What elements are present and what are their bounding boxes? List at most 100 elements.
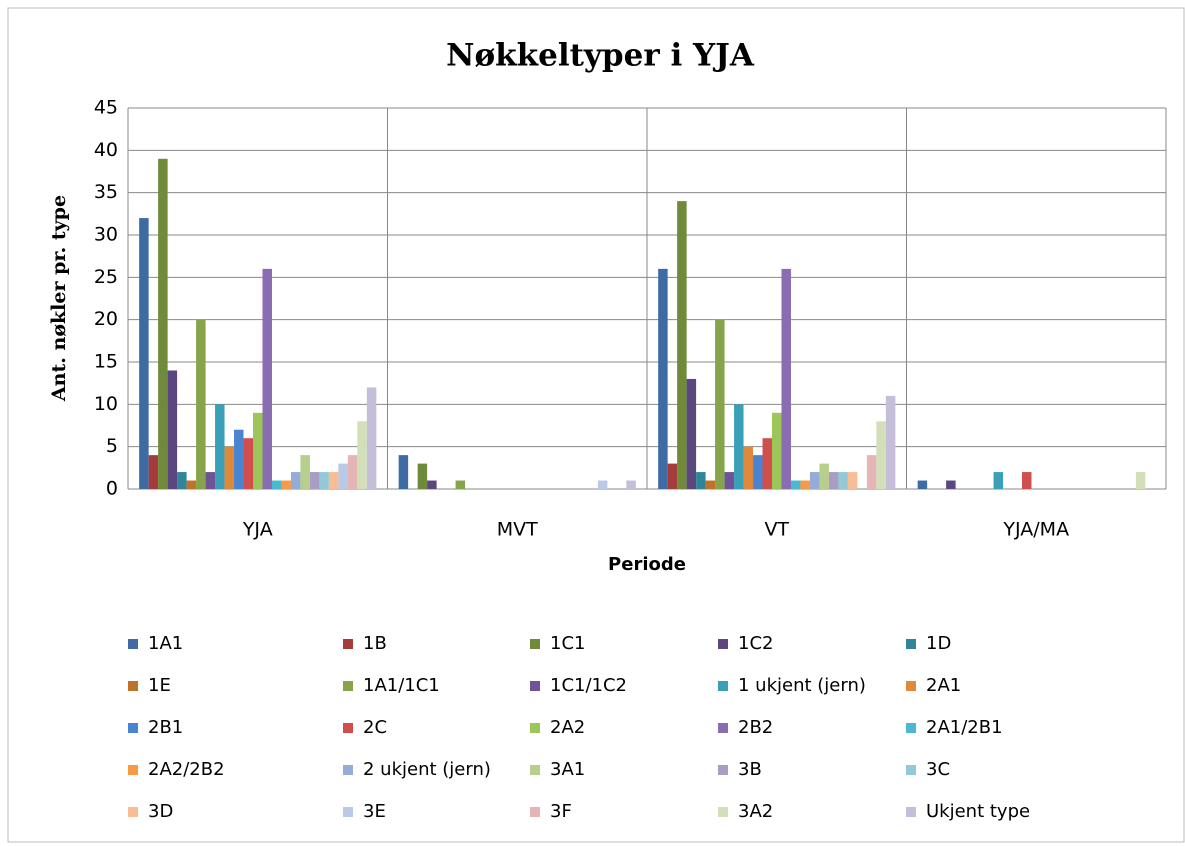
chart-title: Nøkkeltyper i YJA [446, 38, 755, 74]
legend-swatch [128, 723, 138, 733]
y-tick-label: 15 [94, 351, 118, 373]
legend-label: 1C1 [550, 633, 585, 654]
legend-swatch [530, 723, 540, 733]
bar [158, 158, 168, 490]
x-tick-label: MVT [497, 519, 538, 541]
legend-label: 1 ukjent (jern) [738, 675, 866, 696]
y-tick-label: 35 [94, 181, 118, 203]
y-tick-label: 0 [106, 478, 118, 500]
bar [262, 268, 272, 489]
bar [234, 429, 244, 489]
legend-label: 3F [550, 801, 572, 822]
x-axis-title: Periode [608, 554, 686, 575]
legend-label: 3E [363, 801, 386, 822]
legend-swatch [343, 807, 353, 817]
bar [677, 201, 687, 489]
bar [205, 472, 216, 489]
legend-swatch [128, 639, 138, 649]
bar [309, 472, 320, 489]
y-tick-label: 45 [94, 97, 118, 119]
bar [800, 480, 810, 489]
bar [215, 404, 225, 489]
legend-swatch [906, 681, 916, 691]
bar [177, 472, 187, 489]
bar [734, 404, 744, 489]
legend-label: 1A1/1C1 [363, 675, 440, 696]
bar [885, 395, 896, 489]
bar [224, 446, 235, 489]
legend-label: 2 ukjent (jern) [363, 759, 491, 780]
x-tick-label: YJA/MA [1002, 519, 1069, 541]
bar [626, 480, 636, 489]
bar [196, 319, 206, 489]
bar [186, 480, 197, 489]
legend-swatch [906, 765, 916, 775]
bar [455, 480, 466, 489]
legend-swatch [343, 681, 353, 691]
legend-label: 2B2 [738, 717, 773, 738]
y-tick-label: 5 [106, 435, 118, 457]
y-axis-title: Ant. nøkler pr. type [48, 195, 70, 402]
bar [917, 480, 928, 489]
bar [347, 455, 358, 489]
legend-swatch [343, 765, 353, 775]
legend-swatch [128, 807, 138, 817]
y-tick-label: 40 [94, 139, 118, 161]
bar [139, 218, 149, 490]
y-tick-label: 20 [94, 308, 118, 330]
legend-label: 3B [738, 759, 762, 780]
bar [1135, 472, 1146, 489]
bar [866, 455, 877, 489]
bar [946, 480, 956, 489]
legend-label: 1A1 [148, 633, 183, 654]
legend-label: 1C2 [738, 633, 773, 654]
bar [253, 412, 263, 489]
bar [271, 480, 282, 489]
bar [398, 455, 409, 489]
legend-swatch [530, 765, 540, 775]
y-tick-label: 25 [94, 266, 118, 288]
bar [167, 370, 178, 489]
bar [319, 472, 329, 489]
legend-swatch [906, 639, 916, 649]
bar [819, 463, 829, 489]
legend-swatch [718, 765, 728, 775]
bar [300, 455, 310, 489]
bar [705, 480, 716, 489]
bar [876, 421, 886, 489]
bar [366, 387, 377, 489]
bar [357, 421, 367, 489]
legend-swatch [343, 723, 353, 733]
bar [838, 472, 848, 489]
legend-label: 3A1 [550, 759, 585, 780]
legend-swatch [343, 639, 353, 649]
legend-swatch [530, 639, 540, 649]
bar [281, 480, 291, 489]
bar [847, 472, 858, 489]
legend-swatch [530, 807, 540, 817]
bar [290, 472, 301, 489]
legend-label: 2A1/2B1 [926, 717, 1003, 738]
legend-label: Ukjent type [926, 801, 1030, 822]
legend-label: 1C1/1C2 [550, 675, 627, 696]
x-tick-label: VT [764, 519, 789, 541]
bar [658, 268, 668, 489]
bar [243, 438, 254, 489]
bar [148, 455, 159, 489]
bar [686, 378, 697, 489]
legend-label: 3D [148, 801, 173, 822]
bar [427, 480, 437, 489]
y-tick-label: 30 [94, 224, 118, 246]
bar [762, 438, 773, 489]
bar [715, 319, 725, 489]
bar [781, 268, 791, 489]
bar [993, 472, 1004, 489]
legend-label: 2A2/2B2 [148, 759, 225, 780]
legend-swatch [718, 639, 728, 649]
bar [724, 472, 735, 489]
legend-swatch [906, 723, 916, 733]
bar [328, 472, 339, 489]
legend-swatch [906, 807, 916, 817]
legend-label: 3C [926, 759, 950, 780]
